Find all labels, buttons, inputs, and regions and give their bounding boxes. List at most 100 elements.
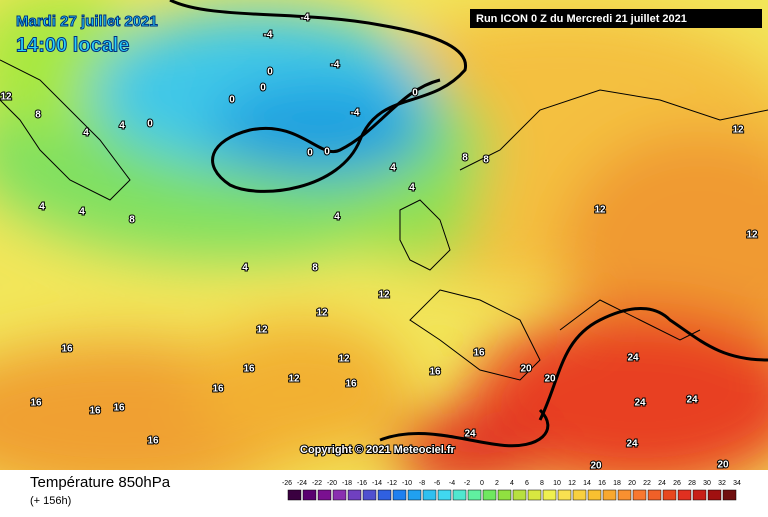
isotherm-label: 12 bbox=[338, 354, 350, 365]
legend-tick-label: 18 bbox=[613, 480, 621, 487]
legend-swatch bbox=[347, 489, 362, 501]
legend-swatch bbox=[587, 489, 602, 501]
legend-tick-label: -20 bbox=[327, 480, 337, 487]
forecast-lead: (+ 156h) bbox=[30, 495, 71, 507]
isotherm-label: 12 bbox=[0, 92, 12, 103]
isotherm-label: 24 bbox=[634, 398, 646, 409]
isotherm-label: 4 bbox=[242, 263, 248, 274]
isotherm-label: -4 bbox=[301, 13, 310, 24]
legend-swatch bbox=[662, 489, 677, 501]
legend-tick-label: 10 bbox=[553, 480, 561, 487]
isotherm-label: 0 bbox=[147, 119, 153, 130]
isotherm-label: 20 bbox=[717, 460, 729, 471]
legend-swatch bbox=[377, 489, 392, 501]
isotherm-label: -4 bbox=[351, 108, 360, 119]
legend-swatch bbox=[572, 489, 587, 501]
legend-swatch bbox=[452, 489, 467, 501]
legend-tick-label: 20 bbox=[628, 480, 636, 487]
isotherm-label: -4 bbox=[331, 60, 340, 71]
legend-tick-label: 24 bbox=[658, 480, 666, 487]
legend-swatch bbox=[707, 489, 722, 501]
legend-swatch bbox=[332, 489, 347, 501]
legend-swatch bbox=[437, 489, 452, 501]
isotherm-label: 12 bbox=[256, 325, 268, 336]
isotherm-label: -4 bbox=[264, 30, 273, 41]
isotherm-label: 24 bbox=[626, 439, 638, 450]
legend-tick-label: 22 bbox=[643, 480, 651, 487]
isotherm-label: 0 bbox=[412, 88, 418, 99]
isotherm bbox=[169, 0, 768, 448]
run-info: Run ICON 0 Z du Mercredi 21 juillet 2021 bbox=[476, 13, 687, 25]
legend-swatch bbox=[287, 489, 302, 501]
legend-tick-label: 30 bbox=[703, 480, 711, 487]
legend-swatch bbox=[512, 489, 527, 501]
isotherm-label: 0 bbox=[307, 148, 313, 159]
legend-tick-label: -22 bbox=[312, 480, 322, 487]
isotherm-label: 8 bbox=[312, 263, 318, 274]
legend-tick-label: -6 bbox=[434, 480, 440, 487]
isotherm-label: 16 bbox=[212, 384, 224, 395]
legend-tick-label: -16 bbox=[357, 480, 367, 487]
legend-tick-label: -24 bbox=[297, 480, 307, 487]
run-banner bbox=[470, 9, 762, 28]
legend-tick-label: -26 bbox=[282, 480, 292, 487]
isotherm-label: 12 bbox=[594, 205, 606, 216]
legend-tick-label: 4 bbox=[510, 480, 514, 487]
legend-tick-label: 0 bbox=[480, 480, 484, 487]
footer-title: Température 850hPa bbox=[30, 474, 171, 491]
coastlines bbox=[0, 59, 768, 381]
isotherm-label: 12 bbox=[288, 374, 300, 385]
isotherm-label: 16 bbox=[147, 436, 159, 447]
isotherm-label: 16 bbox=[345, 379, 357, 390]
isotherm-label: 12 bbox=[732, 125, 744, 136]
isotherm-label: 12 bbox=[746, 230, 758, 241]
isotherm-label: 4 bbox=[409, 183, 415, 194]
isotherm-label: 4 bbox=[119, 121, 125, 132]
legend-tick-label: 12 bbox=[568, 480, 576, 487]
isotherm-label: 16 bbox=[30, 398, 42, 409]
legend-swatch bbox=[302, 489, 317, 501]
legend-swatch bbox=[317, 489, 332, 501]
legend-tick-label: 34 bbox=[733, 480, 741, 487]
copyright: Copyright © 2021 Meteociel.fr bbox=[300, 444, 456, 456]
isotherm-label: 4 bbox=[334, 212, 340, 223]
isotherm-label: 4 bbox=[79, 207, 85, 218]
temperature-field bbox=[0, 0, 768, 470]
isotherm-label: 8 bbox=[35, 110, 41, 121]
legend-swatch bbox=[647, 489, 662, 501]
legend-swatch bbox=[467, 489, 482, 501]
isotherm-label: 0 bbox=[260, 83, 266, 94]
legend-tick-label: -14 bbox=[372, 480, 382, 487]
isotherm-label: 0 bbox=[229, 95, 235, 106]
legend-tick-label: -4 bbox=[449, 480, 455, 487]
isotherm-label: 12 bbox=[378, 290, 390, 301]
legend-tick-label: 28 bbox=[688, 480, 696, 487]
valid-date: Mardi 27 juillet 2021 bbox=[16, 13, 158, 30]
legend-tick-label: 16 bbox=[598, 480, 606, 487]
legend-tick-label: -18 bbox=[342, 480, 352, 487]
isotherm-label: 20 bbox=[520, 364, 532, 375]
legend-swatch bbox=[497, 489, 512, 501]
legend-swatch bbox=[632, 489, 647, 501]
legend-tick-label: 6 bbox=[525, 480, 529, 487]
color-legend: -26 -24 -22 -20 -18 -16 -14 -12 -10 -8 -6 -4 -2 0 2 4 6 8… bbox=[282, 480, 741, 501]
legend-swatch bbox=[557, 489, 572, 501]
isotherm-label: 16 bbox=[473, 348, 485, 359]
legend-swatch bbox=[422, 489, 437, 501]
legend-swatch bbox=[482, 489, 497, 501]
isotherm-label: 0 bbox=[267, 67, 273, 78]
isotherm-label: 16 bbox=[113, 403, 125, 414]
isotherm-label: 12 bbox=[316, 308, 328, 319]
isotherm-label: 16 bbox=[89, 406, 101, 417]
legend-tick-label: 14 bbox=[583, 480, 591, 487]
isotherm-label: 0 bbox=[324, 147, 330, 158]
legend-tick-label: 2 bbox=[495, 480, 499, 487]
isotherm-label: 24 bbox=[686, 395, 698, 406]
isotherm-label: 8 bbox=[483, 155, 489, 166]
isotherm-label: 8 bbox=[462, 153, 468, 164]
isotherm-label: 24 bbox=[464, 429, 476, 440]
legend-tick-label: 8 bbox=[540, 480, 544, 487]
legend-swatch bbox=[722, 489, 737, 501]
